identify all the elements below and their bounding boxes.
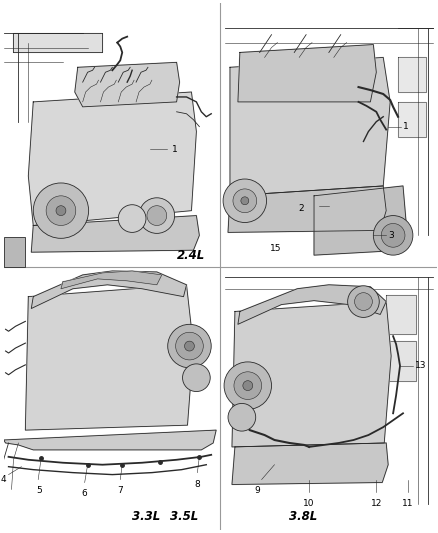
Polygon shape	[386, 341, 416, 381]
Circle shape	[224, 362, 272, 409]
Polygon shape	[14, 33, 102, 52]
Polygon shape	[238, 285, 386, 325]
Circle shape	[56, 206, 66, 215]
Polygon shape	[4, 430, 216, 450]
Text: 11: 11	[402, 499, 414, 508]
Circle shape	[176, 332, 203, 360]
Polygon shape	[75, 62, 180, 107]
Polygon shape	[25, 285, 194, 430]
Circle shape	[348, 286, 379, 318]
Polygon shape	[314, 186, 406, 255]
Circle shape	[243, 381, 253, 391]
Bar	[4, 237, 25, 267]
Polygon shape	[238, 45, 376, 102]
Text: 6: 6	[82, 489, 88, 498]
Text: 3.3L: 3.3L	[132, 510, 160, 523]
Text: 15: 15	[269, 244, 281, 253]
Circle shape	[118, 205, 146, 232]
Text: 2: 2	[299, 204, 304, 213]
Polygon shape	[232, 443, 388, 484]
Text: 4: 4	[1, 475, 7, 484]
Polygon shape	[230, 58, 390, 196]
Text: 12: 12	[371, 499, 382, 508]
Circle shape	[241, 197, 249, 205]
Text: 2.4L: 2.4L	[177, 248, 205, 262]
Circle shape	[147, 206, 167, 225]
Text: 1: 1	[172, 145, 177, 154]
Polygon shape	[228, 186, 386, 232]
Text: 9: 9	[255, 487, 261, 496]
Polygon shape	[398, 58, 426, 92]
Circle shape	[228, 403, 256, 431]
Circle shape	[354, 293, 372, 311]
Circle shape	[168, 325, 211, 368]
Text: 13: 13	[415, 361, 426, 370]
Text: 5: 5	[36, 487, 42, 496]
Text: 3: 3	[388, 231, 394, 240]
Text: 3.8L: 3.8L	[290, 510, 318, 523]
Circle shape	[381, 223, 405, 247]
Circle shape	[233, 189, 257, 213]
Circle shape	[46, 196, 76, 225]
Polygon shape	[31, 215, 199, 252]
Circle shape	[373, 215, 413, 255]
Text: 10: 10	[304, 499, 315, 508]
Circle shape	[184, 341, 194, 351]
Polygon shape	[386, 295, 416, 334]
Circle shape	[183, 364, 210, 392]
Text: 1: 1	[403, 122, 409, 131]
Circle shape	[223, 179, 267, 222]
Circle shape	[33, 183, 88, 238]
Polygon shape	[232, 302, 391, 447]
Text: 3.5L: 3.5L	[170, 510, 198, 523]
Polygon shape	[398, 102, 426, 136]
Polygon shape	[31, 271, 187, 309]
Circle shape	[139, 198, 175, 233]
Text: 7: 7	[117, 487, 123, 496]
Polygon shape	[61, 271, 162, 289]
Circle shape	[234, 372, 261, 399]
Text: 8: 8	[194, 480, 200, 489]
Polygon shape	[28, 92, 196, 225]
